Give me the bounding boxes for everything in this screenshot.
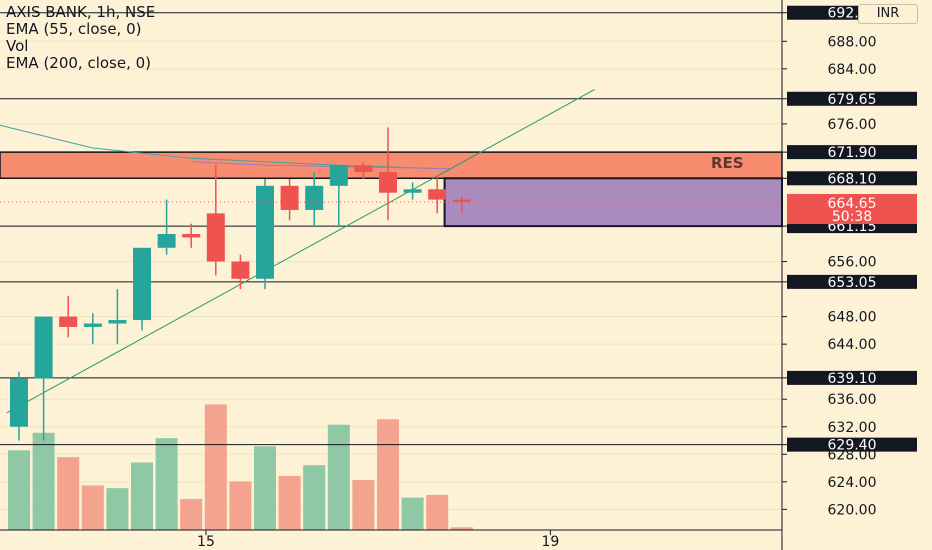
price-tick-label: 656.00: [828, 255, 877, 271]
level-label-box: [787, 437, 917, 452]
level-label: 653.05: [828, 275, 877, 291]
level-label-box: [787, 145, 917, 160]
volume-bar: [131, 462, 153, 530]
candle-body: [157, 234, 176, 248]
level-label-box: [787, 91, 917, 106]
legend-ema200: EMA (200, close, 0): [6, 54, 152, 72]
price-tick-label: 688.00: [828, 34, 877, 50]
zone-label: RES: [711, 154, 744, 172]
level-label: 679.65: [828, 92, 877, 108]
level-label: 671.90: [828, 145, 877, 161]
price-tick-label: 624.00: [828, 475, 877, 491]
price-tick-label: 644.00: [828, 337, 877, 353]
last-price-box: [787, 194, 917, 225]
volume-bar: [377, 419, 399, 530]
countdown-label: 50:38: [832, 209, 872, 225]
candle-body: [329, 165, 348, 186]
volume-bars: [8, 404, 473, 530]
price-tick-label: 636.00: [828, 392, 877, 408]
volume-bar: [155, 438, 178, 530]
candle-body: [428, 189, 447, 200]
price-tick-label: 648.00: [828, 310, 877, 326]
candle-body: [83, 323, 102, 327]
candle-body: [182, 234, 201, 238]
volume-bar: [303, 465, 326, 530]
level-label: 639.10: [828, 371, 877, 387]
candle-body: [10, 378, 28, 427]
volume-bar: [204, 404, 227, 530]
price-tick-label: 684.00: [828, 62, 877, 78]
volume-bar: [450, 527, 473, 530]
time-tick-label: 19: [541, 534, 559, 550]
trendline[interactable]: [6, 89, 595, 414]
candles: [10, 127, 471, 441]
candle-body: [34, 316, 53, 379]
legend-title: AXIS BANK, 1h, NSE: [6, 3, 156, 21]
volume-bar: [278, 476, 301, 530]
volume-bar: [229, 481, 252, 530]
volume-bar: [57, 457, 80, 530]
time-tick-label: 15: [197, 534, 215, 550]
level-label: 629.40: [828, 438, 877, 454]
candle-body: [133, 247, 151, 321]
candle-body: [108, 320, 127, 324]
candle-body: [305, 185, 324, 210]
horizontal-levels: [0, 12, 782, 446]
volume-bar: [32, 432, 55, 530]
level-label: 668.10: [828, 171, 877, 187]
currency-button[interactable]: INR: [858, 4, 918, 24]
level-label-box: [787, 274, 917, 289]
chart-legend: AXIS BANK, 1h, NSE EMA (55, close, 0) Vo…: [6, 4, 155, 72]
candle-body: [379, 172, 397, 193]
candle-body: [452, 199, 471, 203]
volume-bar: [401, 497, 424, 530]
volume-bar: [81, 485, 104, 530]
price-tick-label: 676.00: [828, 117, 877, 133]
volume-bar: [254, 446, 276, 530]
candle-body: [403, 189, 422, 193]
level-label-box: [787, 171, 917, 186]
candle-body: [206, 213, 225, 262]
candle-body: [59, 316, 78, 327]
volume-bar: [352, 480, 375, 530]
price-tick-label: 620.00: [828, 502, 877, 518]
volume-bar: [180, 498, 203, 530]
volume-bar: [426, 494, 449, 530]
time-axis[interactable]: 15 19: [197, 530, 559, 550]
target-box[interactable]: [443, 177, 783, 228]
volume-bar: [8, 450, 30, 530]
price-axis[interactable]: 688.00 684.00 676.00 656.00 648.00 644.00 636.…: [782, 0, 932, 550]
candle-body: [231, 261, 250, 279]
volume-bar: [106, 488, 129, 530]
level-label-box: [787, 370, 917, 385]
candle-body: [354, 165, 373, 173]
legend-vol: Vol: [6, 37, 29, 55]
candle-body: [256, 185, 274, 279]
candle-body: [280, 185, 299, 210]
volume-bar: [327, 424, 350, 530]
legend-ema55: EMA (55, close, 0): [6, 20, 142, 38]
price-tick-label: 632.00: [828, 420, 877, 436]
last-price-label: 664.65: [828, 196, 877, 212]
